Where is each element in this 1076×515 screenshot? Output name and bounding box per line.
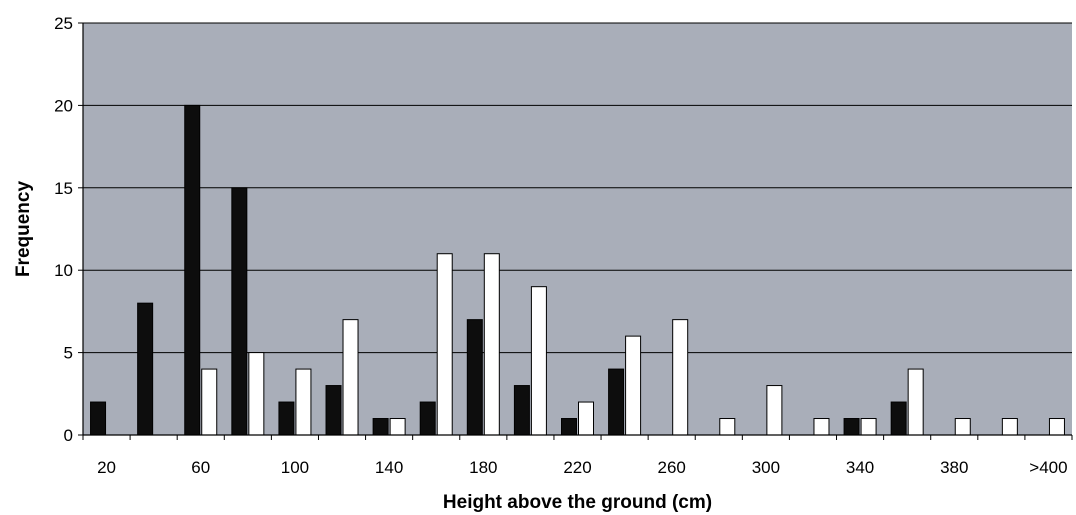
- y-axis-title: Frequency: [13, 181, 34, 278]
- x-tick-label: >400: [1029, 458, 1067, 477]
- bar-series-1-220: [561, 418, 577, 436]
- bar-series-1-140: [372, 418, 389, 436]
- bar-series-2-60: [201, 368, 218, 436]
- y-tick-label: 20: [54, 96, 73, 115]
- y-tick-label: 5: [64, 344, 73, 363]
- bar-series-1-60: [184, 104, 201, 436]
- y-tick-label: 0: [64, 426, 73, 445]
- bar-series-1-40: [137, 302, 154, 436]
- bar-series-1-20: [90, 401, 107, 436]
- x-tick-label: 20: [97, 458, 116, 477]
- plot-area: [83, 23, 1072, 435]
- bar-series-2-240: [625, 335, 642, 436]
- x-axis-title: Height above the ground (cm): [443, 492, 712, 513]
- bar-series-1-160: [419, 401, 436, 436]
- x-tick-label: 220: [563, 458, 591, 477]
- bar-series-2-400: [1001, 418, 1018, 436]
- bar-series-2-380: [954, 418, 971, 436]
- bar-series-1-240: [608, 368, 625, 436]
- x-tick-label: 100: [281, 458, 309, 477]
- bar-series-2-100: [295, 368, 312, 436]
- x-tick-label: 340: [846, 458, 874, 477]
- y-tick-label: 25: [54, 14, 73, 33]
- gridlines: [83, 22, 1072, 354]
- axes: [78, 22, 1073, 440]
- x-tick-label: 260: [658, 458, 686, 477]
- y-tick-label: 15: [54, 179, 73, 198]
- x-tick-label: 380: [940, 458, 968, 477]
- x-tick-label: 60: [191, 458, 210, 477]
- bar-series-1-180: [466, 319, 483, 436]
- bar-series-1-100: [278, 401, 295, 436]
- bar-series-1-80: [231, 187, 248, 436]
- x-tick-label: 180: [469, 458, 497, 477]
- bar-series-2-320: [813, 418, 830, 436]
- bar-series-2->400: [1048, 418, 1065, 436]
- bar-series-2-360: [907, 368, 924, 436]
- bar-series-2-80: [248, 352, 265, 436]
- bar-series-2-280: [719, 418, 736, 436]
- y-tick-labels: 0 5 10 15 20 25: [54, 14, 73, 445]
- bar-series-2-160: [436, 253, 453, 436]
- bar-series-1-200: [513, 385, 530, 436]
- bar-series-2-180: [483, 253, 500, 436]
- bar-series-2-340: [860, 418, 877, 436]
- y-tick-label: 10: [54, 261, 73, 280]
- bar-series-2-140: [389, 418, 406, 436]
- x-tick-label: 140: [375, 458, 403, 477]
- bar-series-2-120: [342, 319, 359, 436]
- x-tick-labels: 20 60 100 140 180 220 260 300 340 380 >400: [97, 458, 1068, 477]
- bar-series-2-300: [766, 385, 783, 436]
- x-tick-label: 300: [752, 458, 780, 477]
- bar-series-2-200: [530, 286, 547, 436]
- bar-series-1-120: [325, 385, 342, 436]
- bar-series-2-220: [578, 401, 594, 436]
- bar-series-2-260: [672, 319, 689, 436]
- bar-series-1-340: [843, 418, 860, 436]
- bar-series-1-360: [890, 401, 907, 436]
